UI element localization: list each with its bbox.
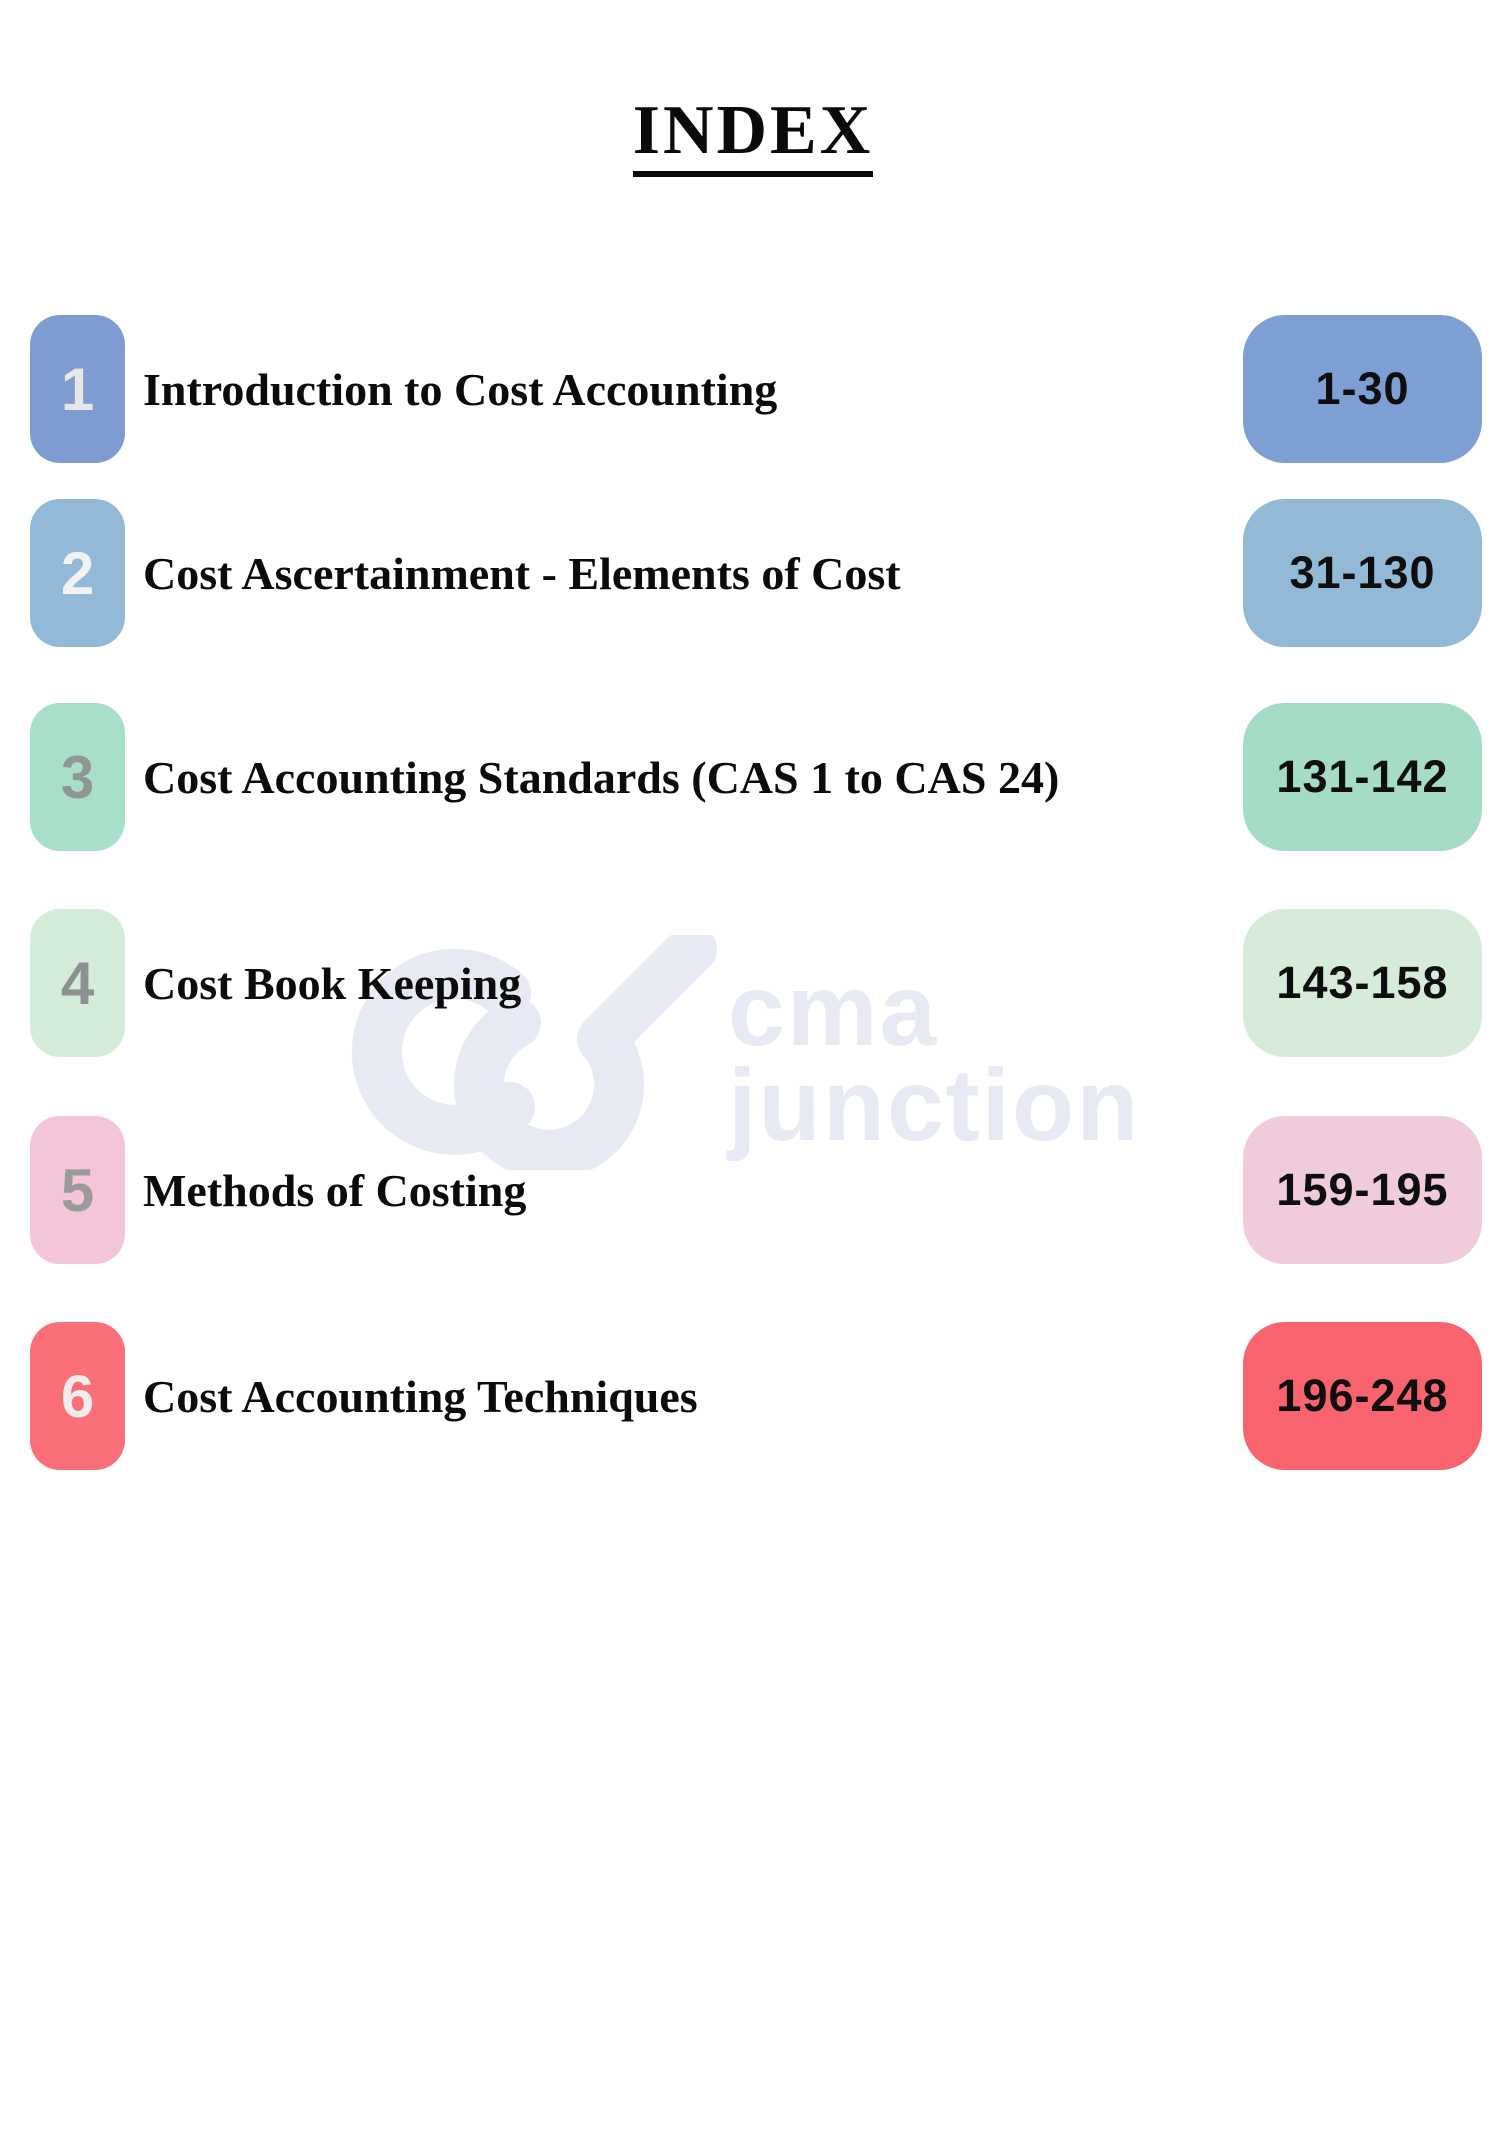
toc-row: 2 Cost Ascertainment - Elements of Cost …: [0, 499, 1506, 647]
chapter-number-box: 5: [30, 1116, 125, 1264]
chapter-number-box: 3: [30, 703, 125, 851]
page-range: 31-130: [1289, 547, 1436, 598]
chapter-number: 1: [60, 355, 95, 423]
chapter-number-box: 4: [30, 909, 125, 1057]
chapter-number: 5: [60, 1156, 95, 1224]
chapter-number-box: 6: [30, 1322, 125, 1470]
page-range-badge: 143-158: [1243, 909, 1482, 1057]
toc-row: 3 Cost Accounting Standards (CAS 1 to CA…: [0, 703, 1506, 851]
page-range: 159-195: [1276, 1164, 1449, 1215]
page-range-badge: 1-30: [1243, 315, 1482, 463]
chapter-number: 3: [60, 743, 95, 811]
toc-row: 5 Methods of Costing 159-195: [0, 1116, 1506, 1264]
chapter-title: Cost Accounting Standards (CAS 1 to CAS …: [143, 751, 1060, 803]
chapter-number-box: 1: [30, 315, 125, 463]
page-range: 196-248: [1276, 1370, 1449, 1421]
chapter-title: Methods of Costing: [143, 1164, 527, 1216]
page-title: INDEX: [632, 96, 874, 177]
toc-row: 4 Cost Book Keeping 143-158: [0, 909, 1506, 1057]
chapter-number-box: 2: [30, 499, 125, 647]
chapter-number: 2: [60, 539, 95, 607]
page-range: 143-158: [1276, 957, 1449, 1008]
chapter-number: 4: [60, 949, 95, 1017]
chapter-number: 6: [60, 1362, 95, 1430]
chapter-title: Introduction to Cost Accounting: [143, 363, 778, 415]
page-range-badge: 159-195: [1243, 1116, 1482, 1264]
chapter-title: Cost Book Keeping: [143, 957, 522, 1009]
page-range-badge: 196-248: [1243, 1322, 1482, 1470]
page-range: 131-142: [1276, 751, 1449, 802]
toc-row: 1 Introduction to Cost Accounting 1-30: [0, 315, 1506, 463]
page-range: 1-30: [1315, 363, 1410, 414]
chapter-title: Cost Accounting Techniques: [143, 1370, 698, 1422]
page-title-wrap: INDEX: [0, 96, 1506, 177]
page-range-badge: 31-130: [1243, 499, 1482, 647]
toc-row: 6 Cost Accounting Techniques 196-248: [0, 1322, 1506, 1470]
page-range-badge: 131-142: [1243, 703, 1482, 851]
chapter-title: Cost Ascertainment - Elements of Cost: [143, 547, 901, 599]
